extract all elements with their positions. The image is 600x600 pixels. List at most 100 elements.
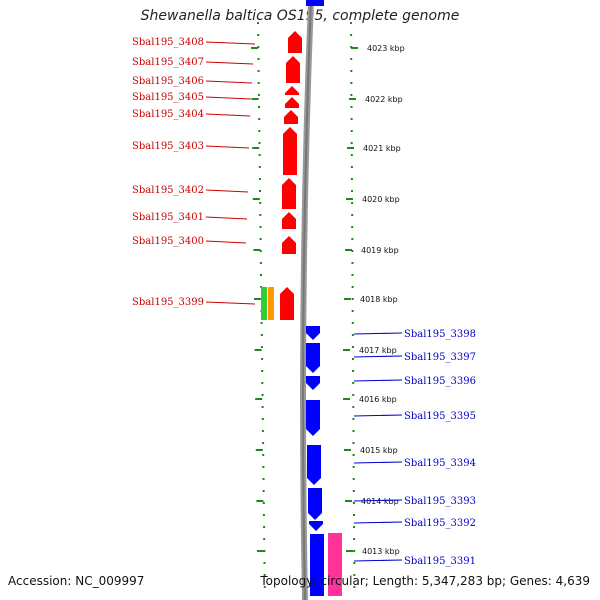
gene-arrow-reverse [284,110,298,124]
ring-tick-dot-right [350,166,353,168]
ring-tick-dot-right [352,430,355,432]
accession-text: Accession: NC_009997 [8,574,145,588]
ring-tick-dot-left [260,346,263,348]
gene-arrow-forward [306,343,320,373]
ring-tick-dot-left [260,322,263,324]
scale-major-tick-right [347,147,354,149]
ring-tick-dot-right [352,394,355,396]
scale-major-tick-left [255,398,263,400]
ring-tick-dot-right [351,286,354,288]
ring-tick-dot-left [262,514,265,516]
rna-feature-green [261,287,267,320]
scale-major-tick-left [252,198,260,200]
gene-label-leader-right [353,461,403,464]
gene-label-leader-left [205,113,251,117]
ring-tick-dot-left [259,262,262,264]
ring-tick-dot-right [350,70,353,72]
ring-tick-dot-left [258,178,261,180]
ring-tick-dot-left [263,574,266,576]
ring-tick-dot-right [353,550,356,552]
ring-tick-dot-right [351,334,354,336]
ring-tick-dot-right [352,478,355,480]
scale-major-tick-left [255,449,263,451]
ring-tick-dot-left [261,358,264,360]
genome-backbone-core [302,0,312,600]
ring-tick-dot-left [257,58,260,60]
ring-tick-dot-left [258,130,261,132]
scale-label: 4019 kbp [361,246,399,255]
gene-label-leader-right [353,521,403,524]
gene-label-right: Sbal195_3398 [404,329,476,340]
ring-tick-dot-right [352,442,355,444]
ring-tick-dot-left [262,466,265,468]
gene-label-left: Sbal195_3405 [132,92,204,103]
ring-tick-dot-left [262,478,265,480]
ring-tick-dot-right [350,58,353,60]
scale-label: 4021 kbp [363,144,401,153]
gene-arrow-reverse [282,178,296,209]
gene-label-right: Sbal195_3391 [404,556,476,567]
scale-major-tick-left [251,98,259,100]
scale-label: 4023 kbp [367,44,405,53]
ring-tick-dot-right [351,214,354,216]
gene-label-leader-left [205,145,250,149]
scale-label: 4013 kbp [362,547,400,556]
scale-major-tick-right [345,249,352,251]
gene-label-left: Sbal195_3399 [132,297,204,308]
ring-tick-dot-right [351,238,354,240]
gene-label-leader-left [205,80,253,84]
ring-tick-dot-left [259,226,262,228]
gene-arrow-reverse [283,127,297,175]
gene-label-leader-left [205,61,254,65]
scale-major-tick-right [344,298,351,300]
gene-arrow-reverse [282,236,296,254]
gene-label-leader-left [205,96,252,100]
scale-label: 4017 kbp [359,346,397,355]
ring-tick-dot-left [262,490,265,492]
ring-tick-dot-right [350,130,353,132]
gene-label-leader-right [353,414,403,417]
ring-tick-dot-right [350,106,353,108]
ring-tick-dot-right [352,370,355,372]
ring-tick-dot-right [351,190,353,192]
ring-tick-dot-left [260,274,262,276]
ring-tick-dot-left [257,34,260,36]
gene-label-right: Sbal195_3392 [404,518,476,529]
rna-feature-orange [268,287,274,320]
ring-tick-dot-right [351,322,354,324]
ring-tick-dot-right [350,82,353,84]
gene-arrow-reverse [282,212,296,229]
gene-arrow-forward [306,376,320,390]
ring-tick-dot-right [352,466,355,468]
ring-tick-dot-right [351,262,354,264]
gene-arrow-forward [309,521,323,531]
scale-major-tick-left [253,249,261,251]
scale-major-tick-right [344,449,351,451]
ring-tick-dot-right [350,178,353,180]
gene-label-left: Sbal195_3408 [132,37,204,48]
ring-tick-dot-right [353,526,355,528]
scale-major-tick-right [351,47,358,49]
feature-pink [328,533,342,596]
ring-tick-dot-right [352,406,355,408]
gene-arrow-reverse [286,56,300,83]
ring-tick-dot-right [352,382,355,384]
gene-arrow-reverse [280,287,294,320]
gene-label-left: Sbal195_3406 [132,76,204,87]
scale-major-tick-right [343,398,350,400]
ring-tick-dot-left [259,214,262,216]
scale-label: 4014 kbp [361,497,399,506]
ring-tick-dot-right [352,358,354,360]
scale-major-tick-left [256,500,264,502]
ring-tick-dot-right [351,202,354,204]
gene-label-right: Sbal195_3393 [404,496,476,507]
ring-tick-dot-right [350,22,352,24]
scale-major-tick-right [343,349,350,351]
scale-major-tick-left [257,550,264,552]
ring-tick-dot-left [258,166,261,168]
ring-tick-dot-right [351,310,354,312]
ring-tick-dot-left [262,502,265,504]
ring-tick-dot-left [259,250,262,252]
ring-tick-dot-left [259,202,262,204]
